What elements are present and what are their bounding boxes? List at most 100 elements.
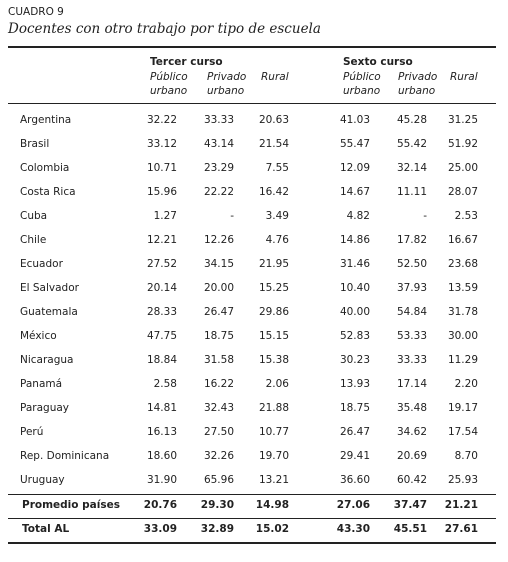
table-label: CUADRO 9 (8, 6, 64, 18)
group-header: Tercer curso (150, 56, 223, 68)
cell: 29.41 (339, 450, 370, 462)
cell: 21.21 (444, 499, 478, 511)
cell: 35.48 (396, 402, 427, 414)
row-label: Promedio países (22, 499, 120, 511)
row-label: Brasil (20, 138, 50, 150)
cell: 15.25 (258, 282, 289, 294)
cell: 16.13 (146, 426, 177, 438)
cell: 12.26 (203, 234, 234, 246)
cell: 27.50 (203, 426, 234, 438)
cell: 29.86 (258, 306, 289, 318)
cell: 2.58 (153, 378, 177, 390)
cell: 31.78 (447, 306, 478, 318)
cell: 16.67 (447, 234, 478, 246)
cell: 27.52 (146, 258, 177, 270)
cell: 12.09 (339, 162, 370, 174)
column-header: Privado (398, 71, 438, 83)
cell: 52.83 (339, 330, 370, 342)
cell: 12.21 (146, 234, 177, 246)
cell: 21.88 (258, 402, 289, 414)
cell: 29.30 (200, 499, 234, 511)
cell: 10.40 (339, 282, 370, 294)
cell: 60.42 (396, 474, 427, 486)
column-header: urbano (398, 85, 436, 97)
cell: 30.00 (447, 330, 478, 342)
row-label: Rep. Dominicana (20, 450, 110, 462)
cell: 18.84 (146, 354, 177, 366)
cell: 1.27 (153, 210, 177, 222)
cell: 7.55 (265, 162, 289, 174)
cell: 23.68 (447, 258, 478, 270)
row-label: Costa Rica (20, 186, 76, 198)
cell: 32.14 (396, 162, 427, 174)
cell: 31.46 (339, 258, 370, 270)
cell: 22.22 (203, 186, 234, 198)
row-label: Argentina (20, 114, 72, 126)
row-label: Paraguay (20, 402, 70, 414)
row-label: Ecuador (20, 258, 63, 270)
row-label: Panamá (20, 378, 63, 390)
rule (8, 46, 496, 48)
cell: 10.77 (258, 426, 289, 438)
cell: 17.54 (447, 426, 478, 438)
cell: 34.62 (396, 426, 427, 438)
cell: 55.42 (396, 138, 427, 150)
column-header: urbano (150, 85, 188, 97)
table-title: Docentes con otro trabajo por tipo de es… (8, 21, 321, 37)
row-label: Perú (20, 426, 44, 438)
rule (8, 542, 496, 544)
cell: 15.02 (255, 523, 289, 535)
cell: 31.25 (447, 114, 478, 126)
cell: 65.96 (203, 474, 234, 486)
cell: 2.06 (265, 378, 289, 390)
cell: 45.51 (393, 523, 427, 535)
cell: 28.33 (146, 306, 177, 318)
cell: 15.15 (258, 330, 289, 342)
cell: 15.96 (146, 186, 177, 198)
rule (8, 518, 496, 519)
cell: 18.75 (339, 402, 370, 414)
cell: 28.07 (447, 186, 478, 198)
cell: 10.71 (146, 162, 177, 174)
cell: 20.76 (143, 499, 177, 511)
row-label: Cuba (20, 210, 48, 222)
cell: 4.82 (346, 210, 370, 222)
cell: 3.49 (265, 210, 289, 222)
cell: 37.47 (393, 499, 427, 511)
column-header: Rural (261, 71, 289, 83)
cell: 53.33 (396, 330, 427, 342)
cell: 20.69 (396, 450, 427, 462)
cell: 19.70 (258, 450, 289, 462)
column-header: urbano (207, 85, 245, 97)
cell: 21.54 (258, 138, 289, 150)
rule (8, 103, 496, 104)
row-label: Colombia (20, 162, 70, 174)
cell: 33.33 (203, 114, 234, 126)
cell: 16.42 (258, 186, 289, 198)
cell: 32.43 (203, 402, 234, 414)
cell: 26.47 (203, 306, 234, 318)
rule (8, 494, 496, 495)
cell: 13.59 (447, 282, 478, 294)
cell: 18.75 (203, 330, 234, 342)
column-header: Público (343, 71, 381, 83)
cell: 41.03 (339, 114, 370, 126)
cell: 51.92 (447, 138, 478, 150)
cell: 54.84 (396, 306, 427, 318)
cell: 11.11 (396, 186, 427, 198)
row-label: El Salvador (20, 282, 79, 294)
row-label: Chile (20, 234, 47, 246)
row-label: Uruguay (20, 474, 65, 486)
cell: 43.14 (203, 138, 234, 150)
row-label: México (20, 330, 57, 342)
cell: 2.20 (454, 378, 478, 390)
cell: 32.26 (203, 450, 234, 462)
column-header: Rural (450, 71, 478, 83)
cell: 30.23 (339, 354, 370, 366)
cell: 27.06 (336, 499, 370, 511)
cell: 20.14 (146, 282, 177, 294)
cell: 14.81 (146, 402, 177, 414)
cell: 19.17 (447, 402, 478, 414)
row-label: Guatemala (20, 306, 78, 318)
cell: 47.75 (146, 330, 177, 342)
